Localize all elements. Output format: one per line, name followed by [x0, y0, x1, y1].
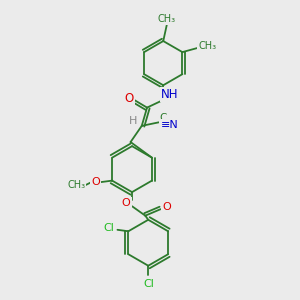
- Text: Cl: Cl: [103, 223, 114, 233]
- Text: CH₃: CH₃: [198, 41, 217, 51]
- Text: CH₃: CH₃: [158, 14, 176, 24]
- Text: O: O: [122, 198, 130, 208]
- Text: ≡N: ≡N: [161, 120, 179, 130]
- Text: H: H: [129, 116, 138, 126]
- Text: O: O: [91, 176, 100, 187]
- Text: C: C: [160, 113, 167, 123]
- Text: NH: NH: [161, 88, 178, 101]
- Text: Cl: Cl: [143, 279, 154, 289]
- Text: CH₃: CH₃: [67, 180, 85, 190]
- Text: O: O: [124, 92, 134, 105]
- Text: O: O: [162, 202, 171, 212]
